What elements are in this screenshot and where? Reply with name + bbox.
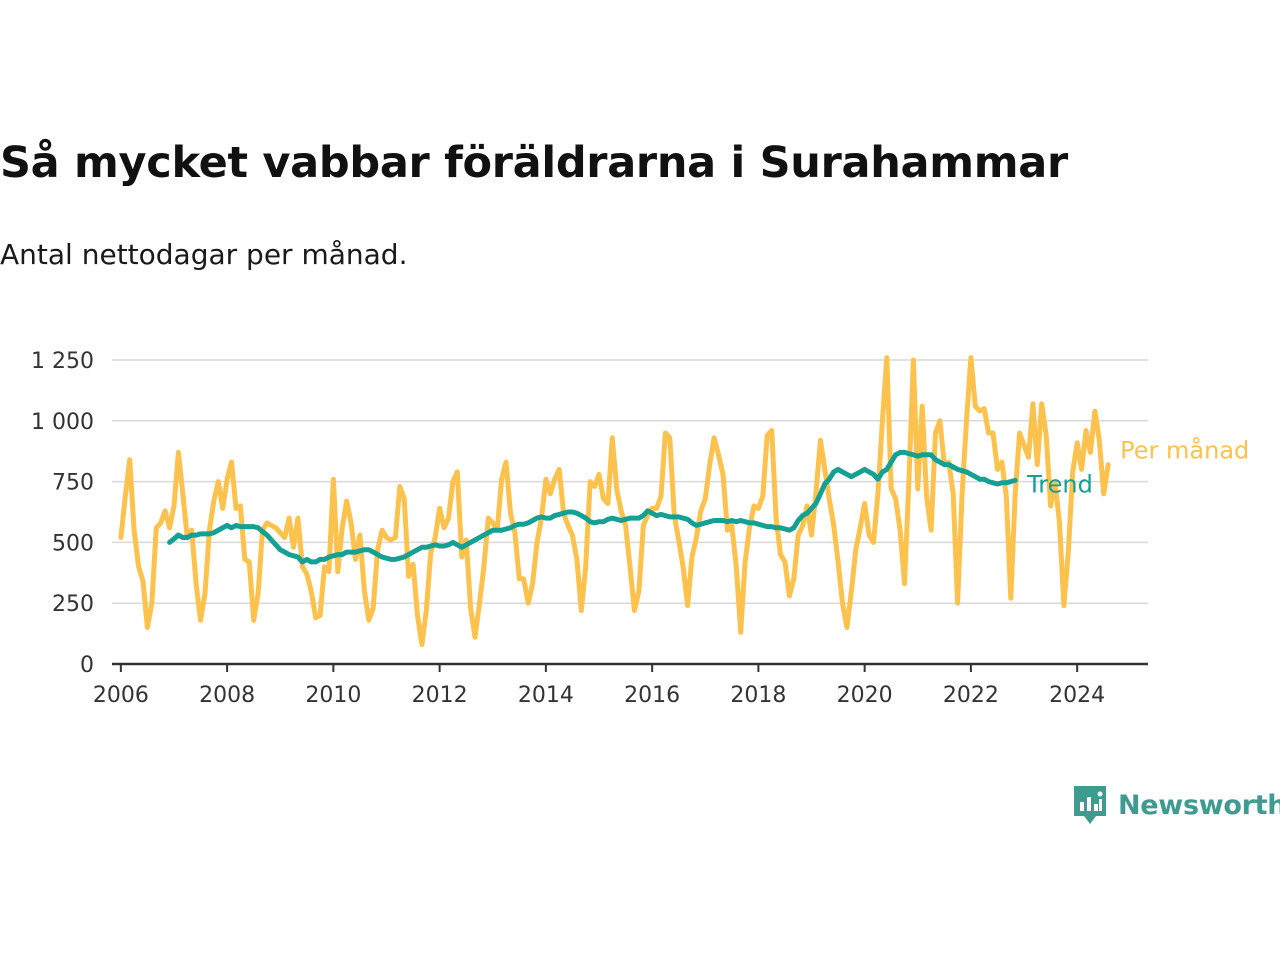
x-tick-label: 2024 [1049, 683, 1105, 708]
x-tick-label: 2012 [412, 683, 468, 708]
series-lines [118, 355, 1111, 647]
x-tick-label: 2020 [837, 683, 893, 708]
x-tick-label: 2014 [518, 683, 574, 708]
series-label: Trend [1026, 470, 1093, 498]
series-label: Per månad [1120, 436, 1249, 465]
y-tick-label: 750 [52, 471, 94, 496]
y-tick-label: 1 250 [31, 349, 94, 374]
y-tick-label: 0 [80, 653, 94, 678]
x-tick-label: 2006 [93, 683, 149, 708]
newsworthy-logo-icon [1074, 786, 1106, 824]
x-tick-label: 2008 [199, 683, 255, 708]
y-tick-label: 500 [52, 531, 94, 556]
y-axis-ticks: 0 250 500 750 1 000 1 250 [31, 349, 94, 678]
series-labels: Trend Per månad [1026, 436, 1249, 499]
chart-title: Så mycket vabbar föräldrarna i Surahamma… [0, 138, 1068, 188]
brand-name: Newsworthy [1118, 789, 1280, 821]
x-tick-label: 2022 [943, 683, 999, 708]
y-tick-label: 1 000 [31, 410, 94, 435]
x-tick-label: 2010 [305, 683, 361, 708]
chart-subtitle: Antal nettodagar per månad. [0, 238, 408, 271]
grid-lines [112, 359, 1148, 604]
x-axis: 2006 2008 2010 2012 2014 2016 2018 2020 2022 2024 [93, 662, 1148, 708]
x-tick-label: 2018 [730, 683, 786, 708]
y-tick-label: 250 [52, 592, 94, 617]
series-line-trend [167, 449, 1018, 565]
series-line-per-manad [118, 355, 1111, 647]
brand-logo: Newsworthy [1072, 784, 1280, 826]
x-tick-label: 2016 [624, 683, 680, 708]
